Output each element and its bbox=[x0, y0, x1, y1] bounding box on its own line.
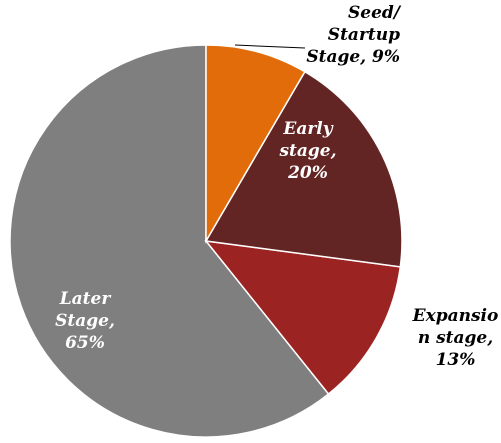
pie-slice bbox=[204, 240, 402, 396]
leader-line bbox=[234, 44, 306, 49]
data-label: Expansion stage, 13% bbox=[412, 306, 499, 370]
data-label: Seed/ Startup Stage, 9% bbox=[306, 3, 400, 67]
data-label: Later Stage, 65% bbox=[55, 289, 115, 353]
pie-slice bbox=[205, 44, 306, 244]
pie-slice bbox=[204, 70, 403, 268]
data-label: Early stage, 20% bbox=[279, 119, 337, 183]
pie-slice bbox=[9, 44, 330, 438]
